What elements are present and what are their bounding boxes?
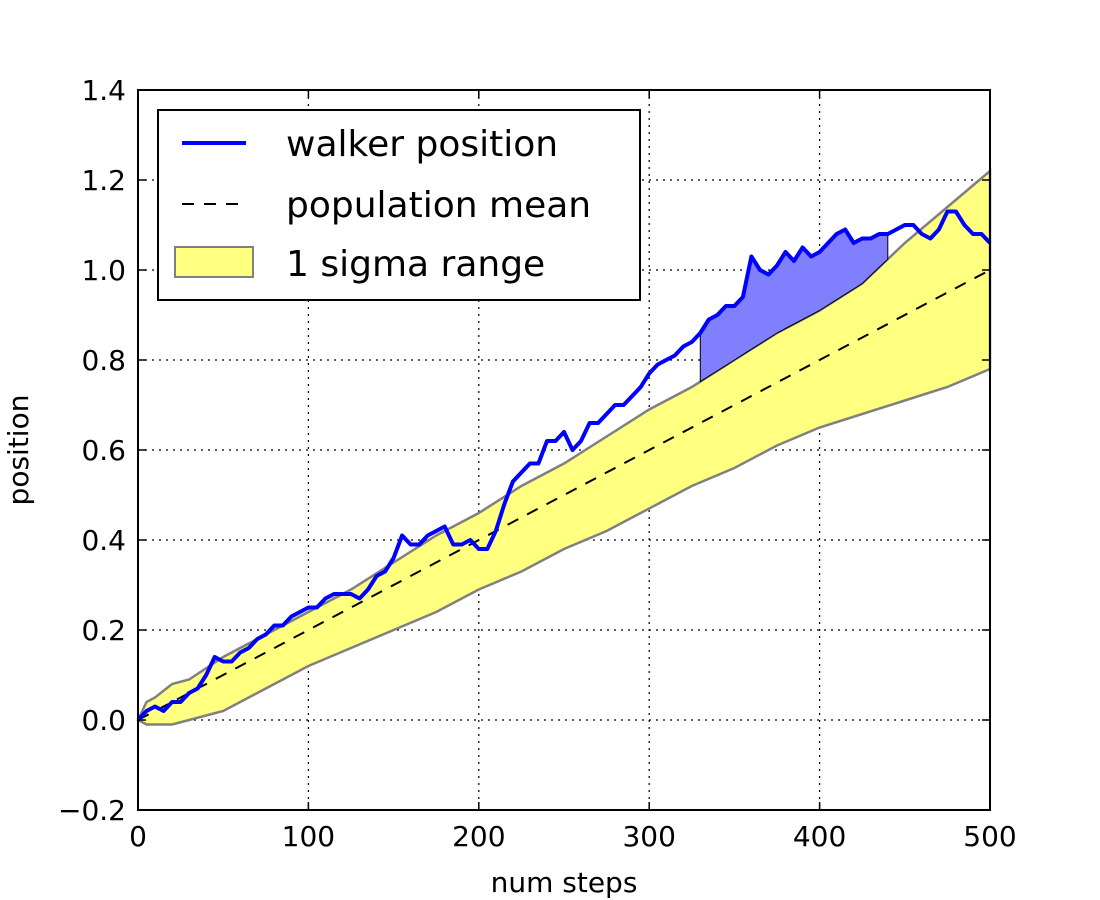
y-tick-label: 1.0: [81, 254, 126, 287]
y-tick-label: 1.2: [81, 164, 126, 197]
x-axis-label: num steps: [491, 866, 638, 899]
y-tick-label: 1.4: [81, 74, 126, 107]
x-tick-label: 100: [282, 820, 335, 853]
x-tick-label: 200: [452, 820, 505, 853]
y-tick-label: 0.6: [81, 434, 126, 467]
y-tick-label: 0.4: [81, 524, 126, 557]
legend: walker position population mean 1 sigma …: [157, 109, 641, 301]
x-tick-label: 500: [963, 820, 1016, 853]
y-axis-label: position: [2, 395, 35, 506]
legend-label-sigma-range: 1 sigma range: [286, 244, 545, 285]
legend-label-walker-position: walker position: [286, 124, 558, 165]
x-tick-label: 300: [622, 820, 675, 853]
population-mean-line: [137, 269, 991, 721]
y-tick-label: 0.0: [81, 704, 126, 737]
y-tick-label: −0.2: [58, 794, 126, 827]
legend-label-population-mean: population mean: [286, 185, 591, 226]
x-tick-label: 400: [793, 820, 846, 853]
legend-swatch-sigma-range: [174, 246, 254, 278]
axis-ticks: 0 100 200 300 400 500 −0.2 0.0 0.2 0.4 0.6 0.8 1.0 1.…: [58, 74, 1017, 853]
series-layer: [136, 209, 992, 722]
x-tick-label: 0: [129, 820, 147, 853]
walker-position-line: [136, 209, 992, 722]
y-tick-label: 0.2: [81, 614, 126, 647]
y-tick-label: 0.8: [81, 344, 126, 377]
